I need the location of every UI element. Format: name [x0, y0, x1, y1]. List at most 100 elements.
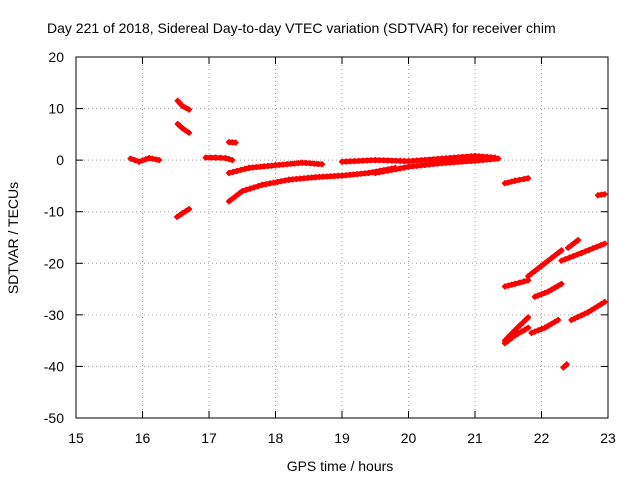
data-point: [520, 176, 527, 183]
data-point: [179, 103, 186, 109]
data-point: [558, 247, 565, 254]
data-point: [182, 208, 189, 215]
data-point: [545, 322, 552, 329]
data-point: [538, 262, 545, 269]
series-track-s: [501, 324, 532, 347]
series-track-h: [226, 164, 399, 205]
data-point: [545, 288, 552, 295]
data-point: [229, 169, 236, 175]
data-point: [142, 156, 149, 163]
data-point: [495, 155, 502, 162]
data-point: [548, 286, 555, 293]
chart-title: Day 221 of 2018, Sidereal Day-to-day VTE…: [47, 20, 556, 36]
x-tick-label: 15: [68, 430, 84, 446]
data-point: [570, 253, 577, 260]
series-track-d: [174, 206, 192, 220]
series-track-o: [565, 237, 582, 251]
data-point: [501, 340, 508, 347]
y-tick-label: 0: [56, 152, 64, 168]
y-axis-label: SDTVAR / TECUs: [5, 182, 21, 294]
x-tick-label: 23: [600, 430, 616, 446]
data-point: [568, 317, 575, 323]
data-point: [528, 329, 535, 336]
data-point: [525, 175, 532, 182]
data-point: [186, 106, 192, 113]
data-point: [182, 127, 189, 134]
data-point: [591, 305, 598, 312]
series-track-i: [339, 153, 498, 165]
data-point: [588, 307, 595, 314]
data-point: [531, 268, 538, 274]
data-point: [229, 157, 236, 164]
data-point: [226, 198, 232, 205]
data-marks: [127, 97, 608, 371]
data-point: [222, 155, 229, 162]
data-point: [551, 284, 558, 291]
data-point: [551, 318, 558, 325]
x-axis-label: GPS time / hours: [287, 458, 394, 474]
y-tick-label: 10: [48, 101, 64, 117]
series-track-c: [174, 121, 192, 136]
data-point: [505, 282, 512, 289]
data-point: [571, 239, 578, 246]
data-point: [582, 248, 589, 255]
data-point: [538, 291, 545, 298]
series-line: [565, 237, 581, 251]
series-track-v: [560, 361, 570, 371]
data-point: [531, 328, 538, 335]
series-track-q: [531, 280, 565, 300]
data-point: [601, 191, 608, 198]
data-point: [551, 252, 558, 259]
data-point: [127, 155, 134, 162]
y-tick-label: -50: [44, 410, 64, 426]
data-point: [568, 242, 575, 249]
data-point: [581, 310, 588, 317]
data-point: [565, 244, 572, 251]
data-point: [528, 270, 535, 277]
series-track-p: [558, 240, 608, 264]
data-point: [239, 188, 246, 195]
series-track-a: [127, 155, 163, 165]
data-point: [586, 246, 593, 253]
data-point: [508, 335, 515, 342]
series-track-n: [525, 247, 565, 280]
series-track-b: [174, 97, 192, 113]
data-point: [578, 250, 585, 256]
tick-marks: [75, 56, 609, 419]
y-tick-labels: 20 10 0 -10 -20 -30 -40 -50: [44, 49, 64, 426]
data-point: [251, 184, 258, 191]
data-point: [593, 243, 600, 250]
data-point: [562, 256, 569, 263]
x-tick-label: 16: [135, 430, 151, 446]
y-tick-label: -30: [44, 307, 64, 323]
data-point: [156, 157, 163, 164]
data-point: [520, 278, 527, 285]
y-tick-label: -20: [44, 255, 64, 271]
data-point: [535, 292, 542, 299]
x-tick-label: 22: [534, 430, 550, 446]
data-point: [566, 254, 573, 261]
data-point: [232, 193, 239, 200]
data-point: [585, 309, 591, 316]
x-tick-label: 21: [467, 430, 483, 446]
data-point: [511, 280, 518, 287]
data-point: [575, 237, 582, 244]
y-tick-label: 20: [48, 49, 64, 65]
data-point: [243, 186, 250, 193]
data-point: [558, 257, 565, 264]
data-point: [136, 158, 143, 165]
data-point: [545, 257, 552, 264]
data-point: [555, 250, 562, 256]
data-point: [232, 139, 239, 146]
data-point: [235, 190, 242, 197]
data-point: [501, 283, 508, 290]
series-track-u: [568, 299, 608, 323]
data-point: [578, 312, 585, 319]
data-point: [179, 125, 186, 132]
data-point: [548, 320, 555, 327]
data-point: [505, 337, 512, 344]
data-point: [247, 185, 254, 192]
data-point: [558, 280, 565, 287]
data-point: [538, 326, 545, 332]
